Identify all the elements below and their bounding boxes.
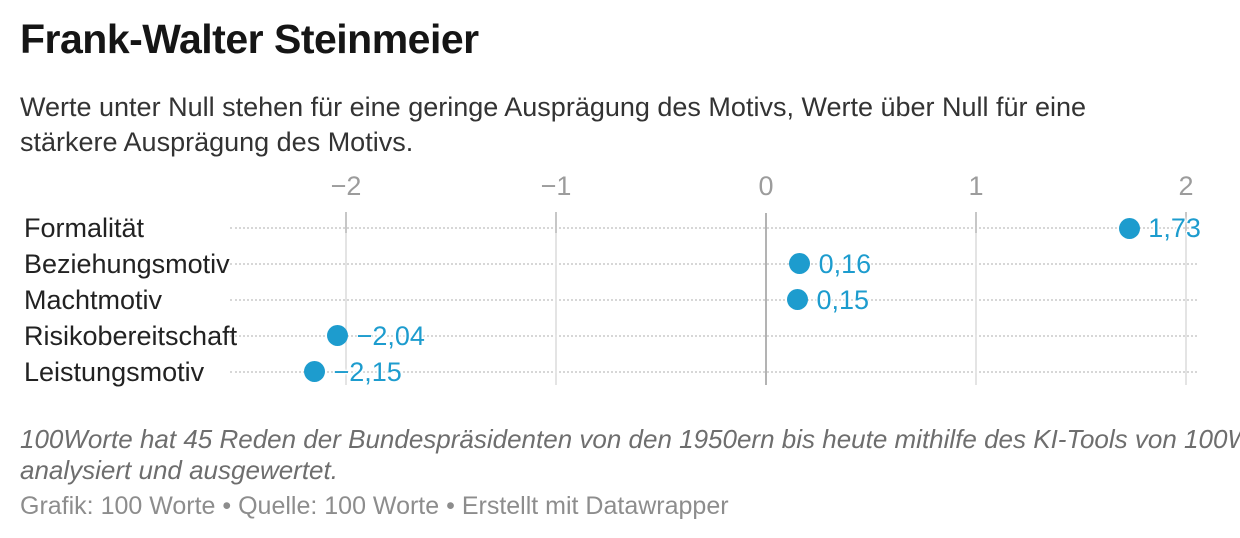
data-point-dot[interactable]: [327, 325, 349, 346]
x-gridline: [555, 213, 557, 385]
x-axis-label: 2: [1178, 171, 1194, 201]
value-label: 0,15: [816, 284, 870, 315]
x-tick-mark: [345, 212, 347, 233]
chart-footnote-line: analysiert und ausgewertet.: [20, 455, 338, 485]
data-point-dot[interactable]: [789, 253, 811, 274]
x-gridline: [345, 213, 347, 385]
data-point-dot[interactable]: [304, 361, 325, 382]
row-gridline: [230, 262, 1197, 265]
credits-separator: •: [215, 492, 239, 520]
value-label: −2,15: [333, 356, 402, 387]
x-axis-label: 0: [758, 171, 774, 201]
credits-graphic: Grafik: 100 Worte: [20, 492, 216, 520]
category-label: Leistungsmotiv: [24, 356, 205, 387]
x-axis-label: 1: [968, 171, 984, 201]
chart-title: Frank-Walter Steinmeier: [20, 16, 479, 62]
category-label: Risikobereitschaft: [24, 320, 238, 351]
chart-credits: Grafik: 100 Worte • Quelle: 100 Worte • …: [20, 492, 729, 520]
x-axis-label: −2: [330, 171, 362, 201]
x-tick-mark: [1185, 212, 1187, 233]
chart-footnote: 100Worte hat 45 Reden der Bundespräsiden…: [20, 424, 1240, 486]
value-label: −2,04: [356, 320, 425, 351]
category-label: Beziehungsmotiv: [24, 248, 230, 279]
chart-footnote-line: 100Worte hat 45 Reden der Bundespräsiden…: [20, 424, 1240, 454]
chart-subtitle: Werte unter Null stehen für eine geringe…: [20, 90, 1086, 160]
category-label: Machtmotiv: [24, 284, 163, 315]
value-label: 0,16: [818, 248, 872, 279]
x-gridline: [975, 213, 977, 385]
row-gridline: [230, 227, 1197, 229]
chart-subtitle-line: stärkere Ausprägung des Motivs.: [20, 127, 414, 157]
row-gridline: [230, 298, 1197, 301]
x-tick-mark: [975, 212, 977, 233]
x-gridline: [1185, 213, 1187, 385]
data-point-dot[interactable]: [787, 289, 808, 310]
credits-separator: •: [439, 492, 462, 520]
x-tick-mark: [555, 212, 557, 233]
x-zero-gridline: [765, 213, 767, 385]
row-gridline: [230, 370, 1197, 373]
x-axis-label: −1: [540, 171, 572, 201]
credits-source: Quelle: 100 Worte: [238, 492, 440, 520]
data-point-dot[interactable]: [1118, 217, 1140, 239]
chart-subtitle-line: Werte unter Null stehen für eine geringe…: [20, 92, 1087, 122]
row-gridline: [230, 334, 1197, 337]
category-label: Formalität: [24, 213, 145, 243]
value-label: 1,73: [1148, 213, 1201, 243]
credits-datawrapper-link[interactable]: Erstellt mit Datawrapper: [461, 492, 729, 520]
